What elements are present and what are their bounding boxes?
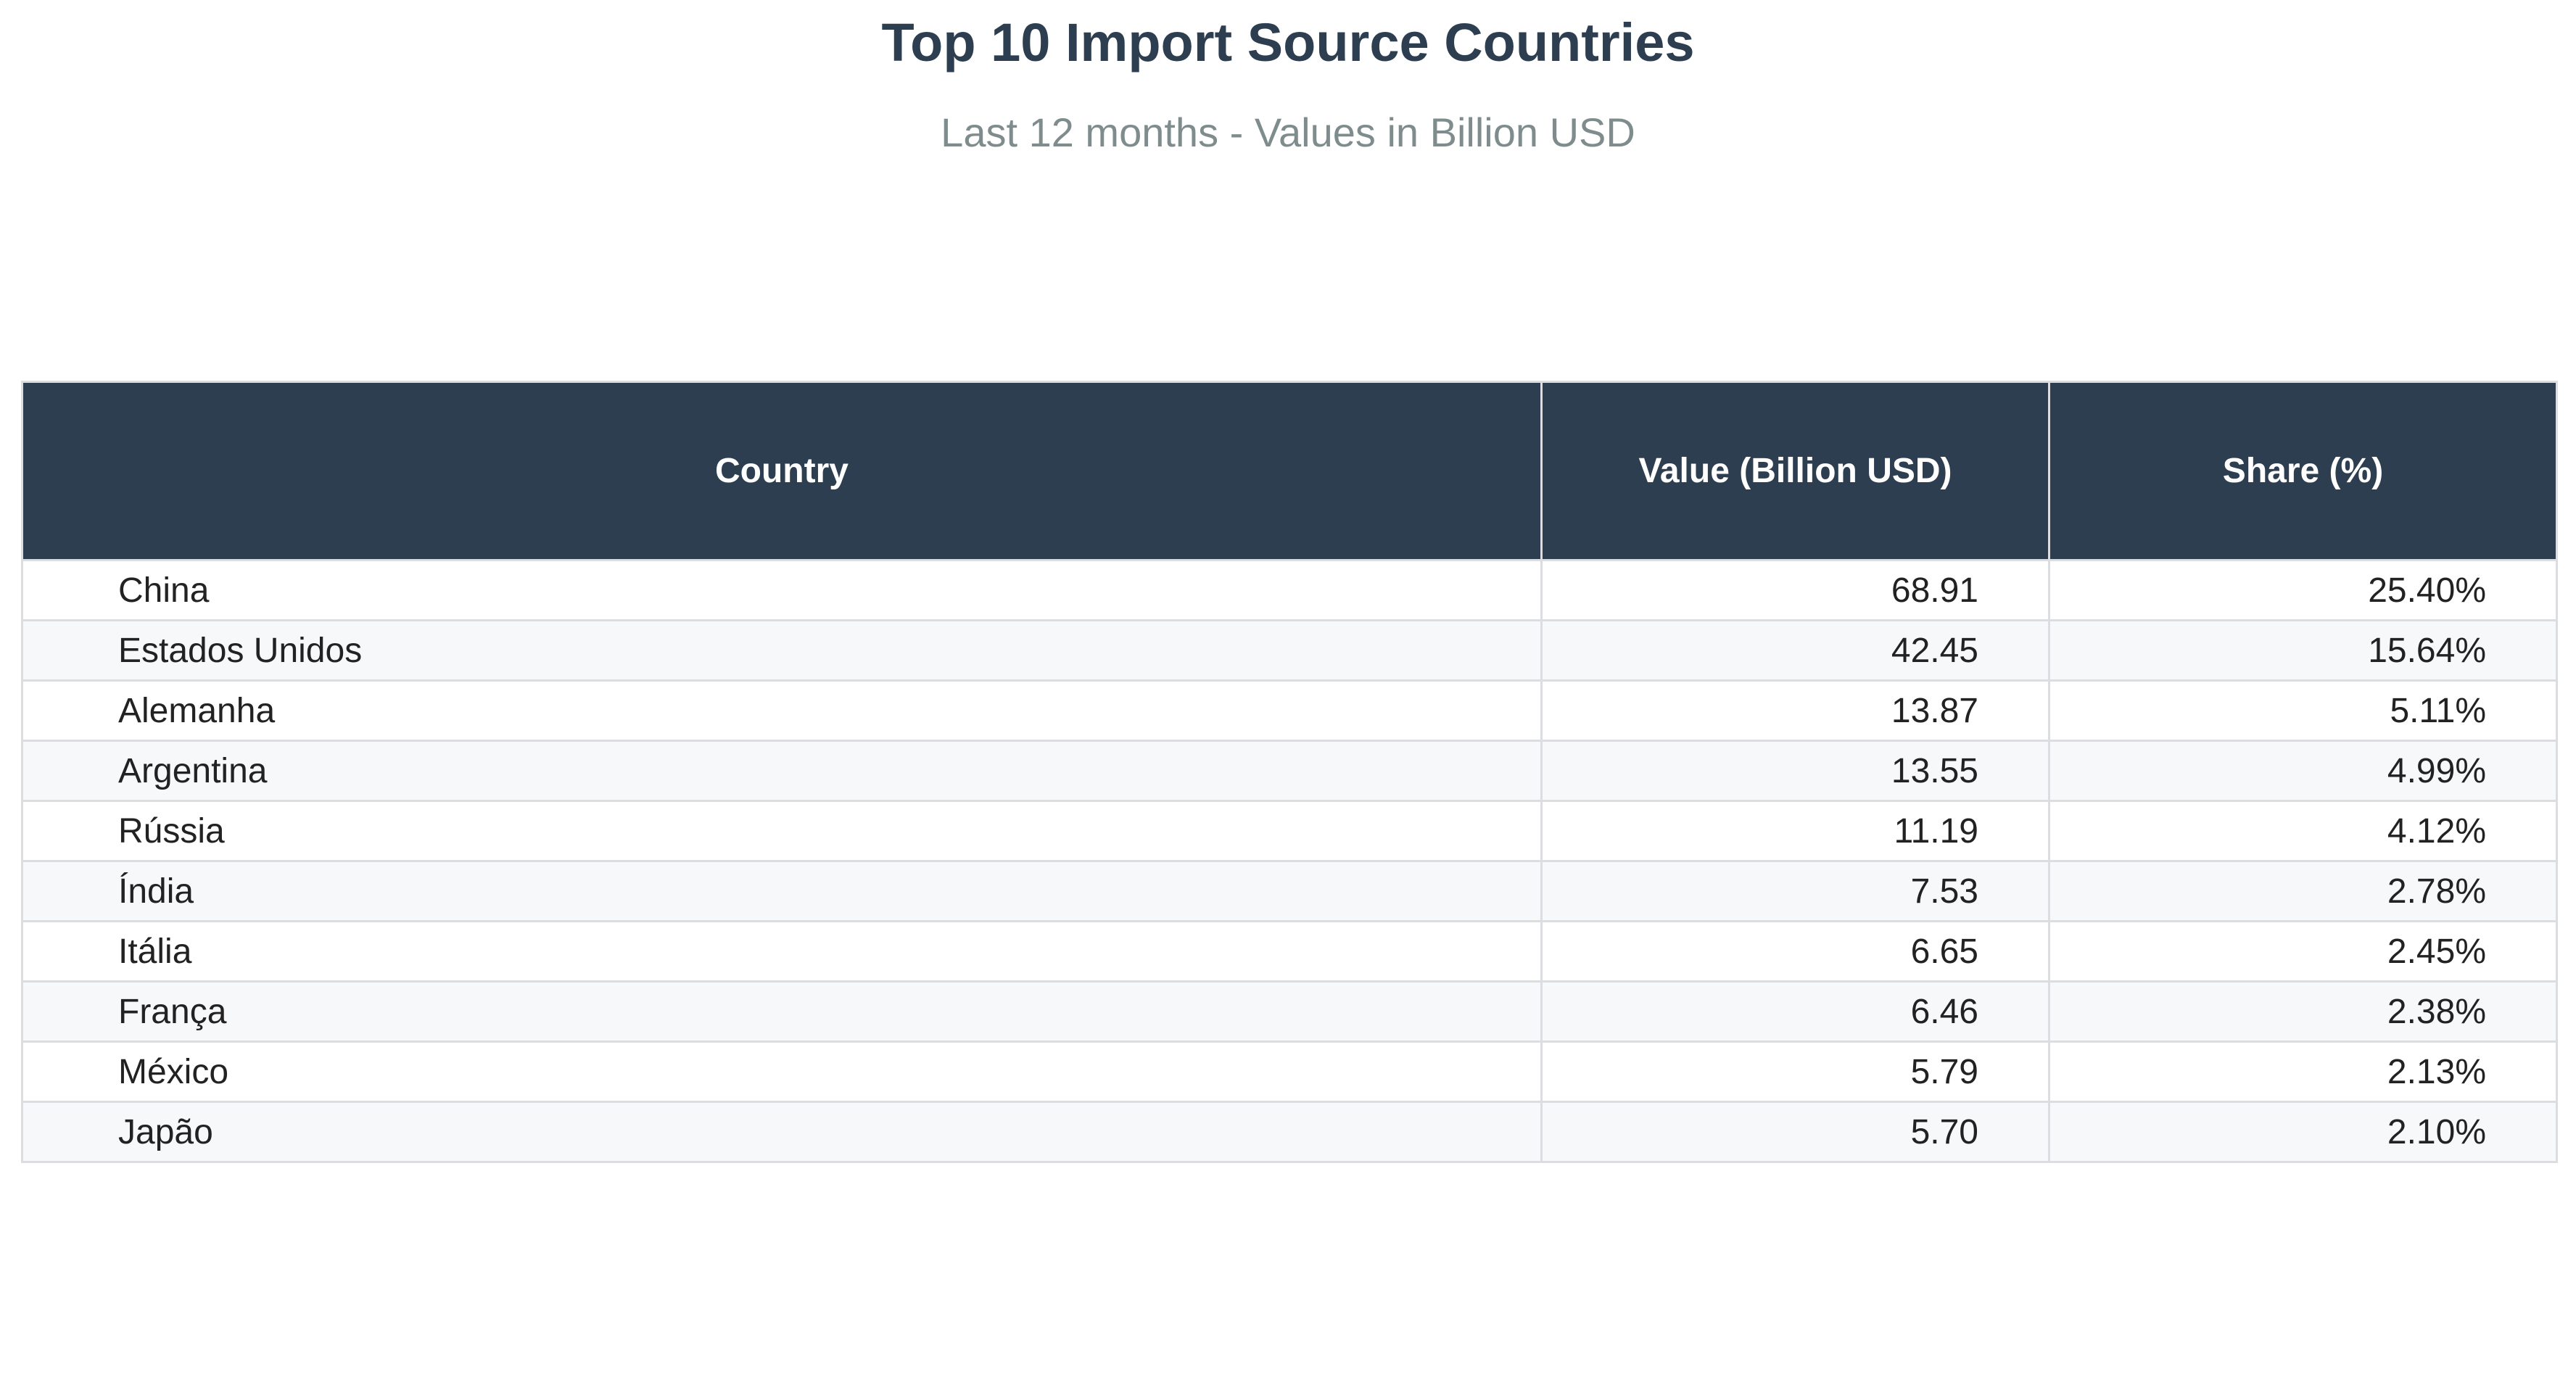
- country-cell: França: [21, 980, 1543, 1043]
- share-cell: 4.99%: [2048, 740, 2558, 802]
- share-cell: 25.40%: [2048, 559, 2558, 621]
- table-row: Alemanha 13.87 5.11%: [21, 679, 2558, 742]
- country-cell: México: [21, 1041, 1543, 1103]
- value-cell: 11.19: [1540, 800, 2050, 862]
- table-row: México 5.79 2.13%: [21, 1041, 2558, 1103]
- share-cell: 5.11%: [2048, 679, 2558, 742]
- country-cell: Argentina: [21, 740, 1543, 802]
- share-cell: 2.38%: [2048, 980, 2558, 1043]
- table-row: Itália 6.65 2.45%: [21, 920, 2558, 982]
- value-cell: 7.53: [1540, 860, 2050, 922]
- value-cell: 6.46: [1540, 980, 2050, 1043]
- share-cell: 2.10%: [2048, 1101, 2558, 1163]
- header-row: Country Value (Billion USD) Share (%): [21, 381, 2558, 561]
- country-cell: Alemanha: [21, 679, 1543, 742]
- import-table: Country Value (Billion USD) Share (%) Ch…: [21, 381, 2558, 1163]
- table-row: China 68.91 25.40%: [21, 559, 2558, 621]
- value-cell: 42.45: [1540, 619, 2050, 682]
- table-row: França 6.46 2.38%: [21, 980, 2558, 1043]
- country-cell: China: [21, 559, 1543, 621]
- share-cell: 2.13%: [2048, 1041, 2558, 1103]
- chart-subtitle: Last 12 months - Values in Billion USD: [941, 109, 1635, 155]
- country-cell: Japão: [21, 1101, 1543, 1163]
- country-cell: Itália: [21, 920, 1543, 982]
- chart-title: Top 10 Import Source Countries: [881, 12, 1695, 73]
- share-cell: 2.45%: [2048, 920, 2558, 982]
- table-row: Estados Unidos 42.45 15.64%: [21, 619, 2558, 682]
- column-header-share: Share (%): [2048, 381, 2558, 561]
- table-row: Índia 7.53 2.78%: [21, 860, 2558, 922]
- country-cell: Estados Unidos: [21, 619, 1543, 682]
- table-row: Argentina 13.55 4.99%: [21, 740, 2558, 802]
- value-cell: 13.55: [1540, 740, 2050, 802]
- table-row: Japão 5.70 2.10%: [21, 1101, 2558, 1163]
- value-cell: 5.70: [1540, 1101, 2050, 1163]
- table-body: China 68.91 25.40% Estados Unidos 42.45 15.64…: [21, 559, 2558, 1163]
- table-row: Rússia 11.19 4.12%: [21, 800, 2558, 862]
- column-header-country: Country: [21, 381, 1543, 561]
- value-cell: 6.65: [1540, 920, 2050, 982]
- value-cell: 13.87: [1540, 679, 2050, 742]
- table-header: Country Value (Billion USD) Share (%): [21, 381, 2558, 561]
- column-header-value: Value (Billion USD): [1540, 381, 2050, 561]
- share-cell: 2.78%: [2048, 860, 2558, 922]
- share-cell: 15.64%: [2048, 619, 2558, 682]
- value-cell: 5.79: [1540, 1041, 2050, 1103]
- country-cell: Índia: [21, 860, 1543, 922]
- country-cell: Rússia: [21, 800, 1543, 862]
- share-cell: 4.12%: [2048, 800, 2558, 862]
- value-cell: 68.91: [1540, 559, 2050, 621]
